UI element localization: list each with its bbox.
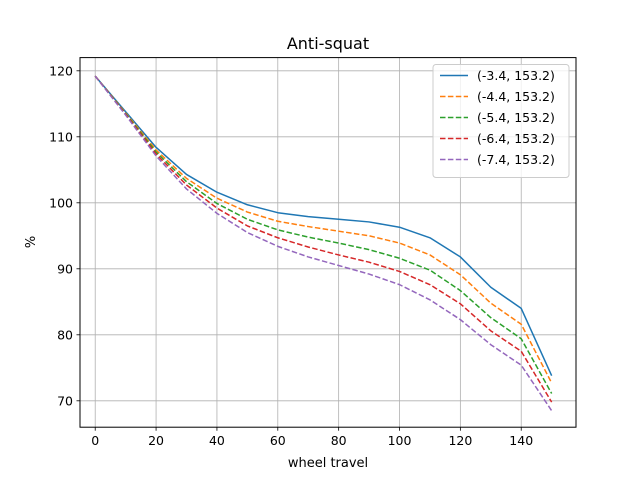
legend-label-4: (-6.4, 153.2) [477, 131, 555, 146]
series-line-4 [94, 75, 553, 403]
series-line-2 [94, 75, 553, 384]
y-tick-label: 80 [57, 327, 73, 342]
x-tick-label: 120 [448, 433, 472, 448]
legend-box [432, 64, 570, 178]
x-tick-label: 0 [91, 433, 99, 448]
y-tick-label: 110 [49, 129, 73, 144]
x-axis-label: wheel travel [288, 456, 368, 471]
y-tick-label: 70 [57, 393, 73, 408]
legend-label-1: (-3.4, 153.2) [477, 68, 555, 83]
x-tick-label: 20 [148, 433, 164, 448]
legend: (-3.4, 153.2) (-4.4, 153.2) (-5.4, 153.2) (… [432, 64, 570, 178]
x-tick-label: 80 [331, 433, 347, 448]
legend-label-2: (-4.4, 153.2) [477, 89, 555, 104]
axis-ticks: 0 20 40 60 80 100 120 140 70 80 90 100 110 120 [49, 63, 533, 448]
x-tick-label: 40 [209, 433, 225, 448]
series-line-3 [94, 75, 553, 394]
x-tick-label: 100 [388, 433, 412, 448]
x-tick-label: 60 [270, 433, 286, 448]
legend-label-5: (-7.4, 153.2) [477, 152, 555, 167]
chart-title: Anti-squat [287, 34, 369, 53]
plot-frame [79, 57, 577, 428]
grid [80, 57, 576, 428]
y-axis-label: % [24, 236, 39, 248]
legend-label-3: (-5.4, 153.2) [477, 110, 555, 125]
x-tick-label: 140 [509, 433, 533, 448]
y-tick-label: 90 [57, 261, 73, 276]
series-lines [94, 75, 553, 412]
series-line-1 [94, 75, 553, 377]
y-tick-label: 120 [49, 63, 73, 78]
y-tick-label: 100 [49, 195, 73, 210]
series-line-5 [94, 75, 553, 412]
